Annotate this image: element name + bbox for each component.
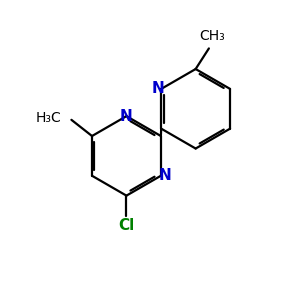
Text: Cl: Cl — [118, 218, 135, 232]
Text: H₃C: H₃C — [35, 111, 61, 125]
Text: N: N — [159, 168, 172, 183]
Text: CH₃: CH₃ — [199, 28, 225, 43]
Text: N: N — [120, 109, 133, 124]
Text: N: N — [151, 81, 164, 96]
